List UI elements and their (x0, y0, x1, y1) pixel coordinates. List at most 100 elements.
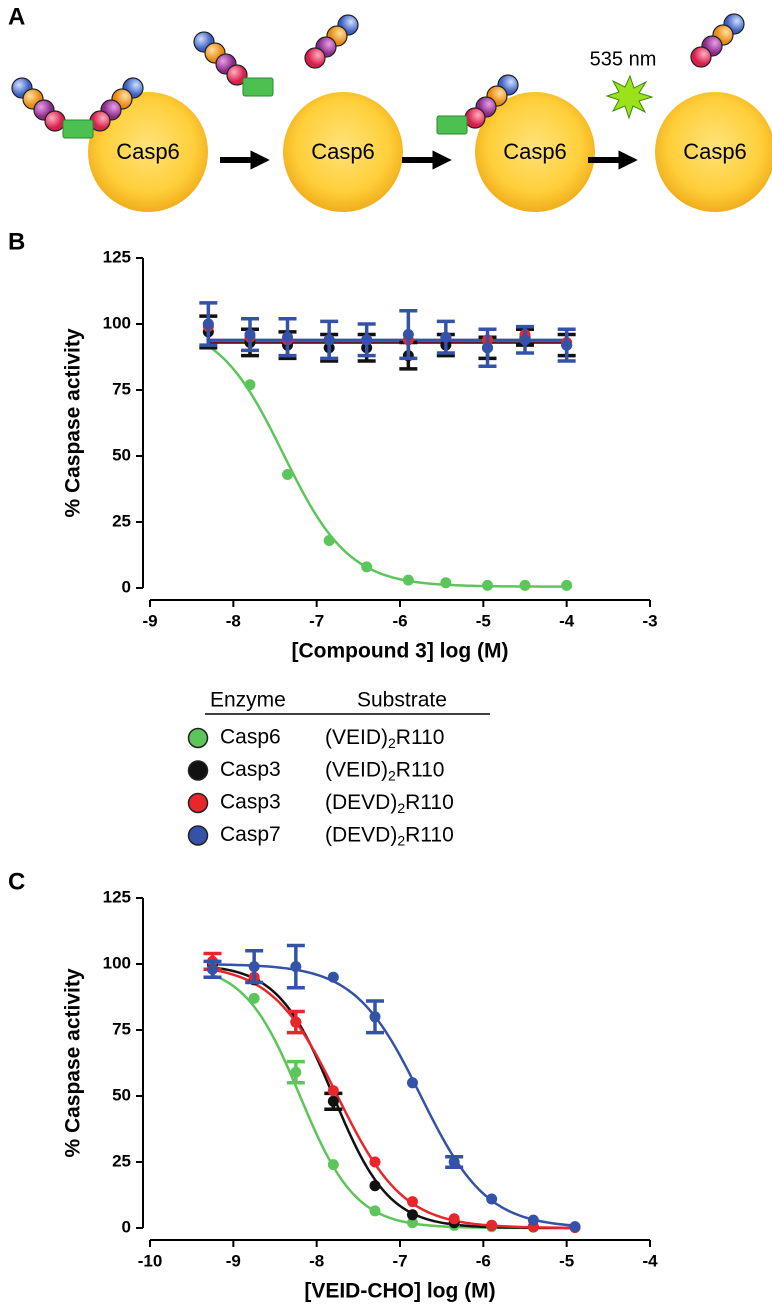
data-point (248, 961, 260, 973)
panel-label: A (8, 3, 25, 30)
enzyme-label: Casp6 (683, 139, 747, 164)
data-point (407, 1209, 418, 1221)
data-point (402, 574, 414, 586)
chart: C 0 25 50 75 100 125 -10 -9 -8 -7 -6 -5 -4 [VEID-CHO] … (8, 868, 658, 1302)
data-point (207, 963, 218, 975)
wavelength-label: 535 nm (590, 48, 657, 70)
y-tick-label: 25 (112, 511, 131, 530)
legend-enzyme: Casp3 (220, 758, 281, 781)
x-tick-label: -4 (642, 1251, 658, 1270)
y-tick-label: 0 (122, 577, 131, 596)
fit-curve (212, 963, 576, 1227)
data-point (327, 1159, 339, 1171)
data-point (202, 318, 214, 330)
substrate-chain (11, 77, 66, 132)
legend-substrate: (VEID)2R110 (325, 758, 444, 783)
data-point (361, 561, 373, 573)
data-point (369, 1180, 381, 1192)
data-point (290, 1016, 302, 1028)
x-axis-title: [VEID-CHO] log (M) (304, 1280, 495, 1303)
y-tick-label: 75 (112, 1019, 131, 1038)
substrate-rest: R110 (405, 823, 454, 846)
data-point (327, 1085, 339, 1097)
data-point (561, 579, 573, 591)
y-tick-label: 75 (112, 379, 131, 398)
substrate-chain (304, 14, 359, 69)
data-point (486, 1193, 498, 1205)
x-tick-label: -5 (559, 1251, 574, 1270)
data-point (440, 331, 452, 343)
data-point (323, 534, 335, 546)
data-point (407, 1196, 418, 1208)
data-point (440, 577, 452, 589)
enzyme-label: Casp6 (311, 139, 375, 164)
substrate-main: (DEVD) (325, 791, 397, 814)
data-point (244, 329, 256, 341)
substrate-subscript: 2 (388, 767, 396, 783)
x-tick-label: -10 (138, 1251, 163, 1270)
x-tick-label: -8 (309, 1251, 324, 1270)
y-tick-label: 50 (112, 445, 131, 464)
substrate-main: (VEID) (325, 726, 388, 749)
data-point (361, 334, 373, 346)
data-point (282, 468, 293, 480)
data-point (369, 1205, 381, 1217)
fluorophore (62, 119, 94, 139)
y-tick-label: 0 (122, 1217, 131, 1236)
y-tick-label: 25 (112, 1151, 131, 1170)
enzyme (655, 92, 772, 212)
y-tick-label: 100 (103, 953, 131, 972)
enzyme (475, 92, 595, 212)
legend-marker (187, 727, 209, 749)
data-point (519, 579, 531, 591)
enzyme-label: Casp6 (116, 139, 180, 164)
legend-header: Enzyme (210, 689, 286, 712)
x-tick-label: -5 (476, 611, 491, 630)
enzyme-label: Casp6 (503, 139, 567, 164)
x-tick-label: -7 (392, 1251, 407, 1270)
y-tick-label: 100 (103, 313, 131, 332)
x-tick-label: -8 (226, 611, 241, 630)
x-tick-label: -3 (642, 611, 657, 630)
y-tick-label: 50 (112, 1085, 131, 1104)
data-point (561, 339, 573, 351)
y-tick-label: 125 (103, 887, 131, 906)
data-point (569, 1221, 581, 1233)
data-point (482, 579, 493, 591)
data-point (448, 1156, 460, 1168)
data-point (369, 1011, 381, 1023)
x-axis-title: [Compound 3] log (M) (292, 640, 509, 663)
y-axis-title: % Caspase activity (62, 328, 85, 517)
substrate-main: (DEVD) (325, 823, 397, 846)
legend-enzyme: Casp7 (220, 823, 281, 846)
legend-marker (187, 760, 209, 781)
legend-substrate: (DEVD)2R110 (325, 823, 454, 848)
data-point (244, 379, 256, 391)
substrate-rest: R110 (405, 791, 454, 814)
legend-substrate: (DEVD)2R110 (325, 791, 454, 816)
data-point (527, 1214, 539, 1226)
enzyme (88, 92, 208, 212)
fluorophore (242, 77, 274, 97)
substrate-subscript: 2 (397, 800, 405, 816)
legend-marker (187, 792, 209, 814)
legend-enzyme: Casp3 (220, 791, 281, 814)
legend-enzyme: Casp6 (220, 726, 281, 749)
substrate-rest: R110 (396, 758, 445, 781)
data-point (482, 342, 493, 354)
data-point (486, 1219, 498, 1231)
fit-curve (207, 344, 567, 588)
y-axis-title: % Caspase activity (62, 968, 85, 1157)
data-point (402, 329, 414, 341)
data-point (519, 334, 531, 346)
data-point (323, 334, 335, 346)
x-tick-label: -6 (392, 611, 407, 630)
data-point (248, 992, 260, 1004)
fit-curve (212, 973, 576, 1230)
data-point (327, 971, 339, 983)
data-point (290, 961, 302, 973)
enzyme (283, 92, 403, 212)
